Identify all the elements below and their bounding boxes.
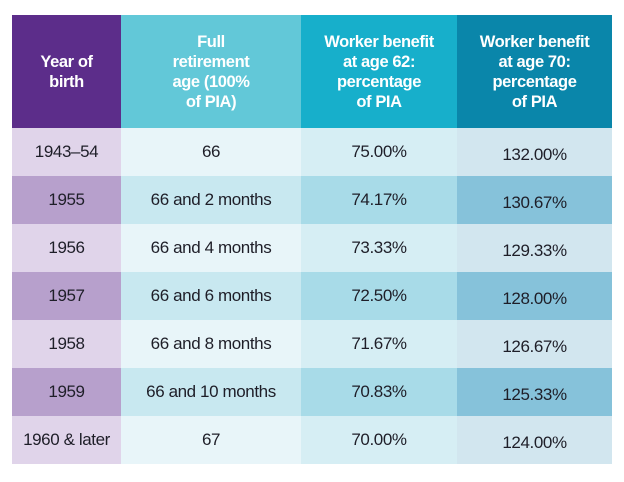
cell-value: 66 and 10 months: [146, 382, 276, 401]
table-cell: 66 and 10 months: [121, 368, 301, 416]
table-row: 1956 66 and 4 months 73.33% 129.33%: [12, 224, 612, 272]
cell-value: 1955: [48, 190, 85, 209]
table-cell: 125.33%: [457, 368, 612, 416]
cell-value: 125.33%: [502, 385, 567, 404]
cell-value: 70.00%: [351, 430, 407, 449]
table-cell: 66 and 4 months: [121, 224, 301, 272]
table-cell: 128.00%: [457, 272, 612, 320]
column-header: Worker benefit at age 70: percentage of PIA: [457, 15, 612, 128]
cell-value: 132.00%: [502, 145, 567, 164]
table-cell: 1958: [12, 320, 121, 368]
column-header-line: Full: [197, 32, 225, 51]
column-header-line: retirement: [172, 52, 250, 71]
table-cell: 132.00%: [457, 128, 612, 176]
table-cell: 66: [121, 128, 301, 176]
column-header: Full retirement age (100% of PIA): [121, 15, 301, 128]
table-cell: 1955: [12, 176, 121, 224]
table-cell: 67: [121, 416, 301, 464]
cell-value: 1960 & later: [23, 430, 110, 449]
cell-value: 66 and 4 months: [150, 238, 272, 257]
cell-value: 1959: [48, 382, 85, 401]
table-cell: 66 and 6 months: [121, 272, 301, 320]
cell-value: 66 and 6 months: [150, 286, 272, 305]
table-cell: 1957: [12, 272, 121, 320]
cell-value: 73.33%: [351, 238, 407, 257]
cell-value: 1957: [48, 286, 85, 305]
cell-value: 129.33%: [502, 241, 567, 260]
table-cell: 73.33%: [301, 224, 457, 272]
column-header-line: at age 70:: [498, 52, 571, 71]
table-row: 1955 66 and 2 months 74.17% 130.67%: [12, 176, 612, 224]
cell-value: 130.67%: [502, 193, 567, 212]
table-cell: 129.33%: [457, 224, 612, 272]
retirement-benefit-table: Year of birth Full retirement age (100% of PI…: [12, 15, 612, 464]
table-cell: 130.67%: [457, 176, 612, 224]
cell-value: 66: [201, 142, 221, 161]
column-header: Year of birth: [12, 15, 121, 128]
header-row: Year of birth Full retirement age (100% of PI…: [12, 15, 612, 128]
table-cell: 70.83%: [301, 368, 457, 416]
table-cell: 72.50%: [301, 272, 457, 320]
table-cell: 70.00%: [301, 416, 457, 464]
column-header-line: birth: [49, 72, 84, 91]
table-cell: 1956: [12, 224, 121, 272]
cell-value: 66 and 8 months: [150, 334, 272, 353]
cell-value: 75.00%: [351, 142, 407, 161]
column-header-line: of PIA: [356, 92, 402, 111]
table-cell: 71.67%: [301, 320, 457, 368]
cell-value: 126.67%: [502, 337, 567, 356]
table-row: 1960 & later 67 70.00% 124.00%: [12, 416, 612, 464]
cell-value: 1943–54: [34, 142, 99, 161]
cell-value: 67: [201, 430, 221, 449]
cell-value: 74.17%: [351, 190, 407, 209]
column-header-line: of PIA: [511, 92, 558, 111]
column-header-line: Worker benefit: [479, 32, 590, 51]
table-cell: 66 and 8 months: [121, 320, 301, 368]
table-row: 1957 66 and 6 months 72.50% 128.00%: [12, 272, 612, 320]
column-header-line: at age 62:: [342, 52, 416, 71]
table-cell: 124.00%: [457, 416, 612, 464]
table-cell: 66 and 2 months: [121, 176, 301, 224]
table-cell: 75.00%: [301, 128, 457, 176]
table-row: 1958 66 and 8 months 71.67% 126.67%: [12, 320, 612, 368]
column-header-line: Worker benefit: [324, 32, 434, 51]
column-header-line: age (100%: [172, 72, 250, 91]
cell-value: 1956: [48, 238, 85, 257]
cell-value: 66 and 2 months: [150, 190, 272, 209]
cell-value: 72.50%: [351, 286, 407, 305]
cell-value: 128.00%: [502, 289, 567, 308]
table-cell: 74.17%: [301, 176, 457, 224]
cell-value: 1958: [48, 334, 85, 353]
table-row: 1943–54 66 75.00% 132.00%: [12, 128, 612, 176]
column-header: Worker benefit at age 62: percentage of PIA: [301, 15, 457, 128]
column-header-line: percentage: [492, 72, 577, 91]
column-header-line: percentage: [336, 72, 422, 91]
cell-value: 70.83%: [351, 382, 407, 401]
table-row: 1959 66 and 10 months 70.83% 125.33%: [12, 368, 612, 416]
cell-value: 124.00%: [502, 433, 567, 452]
column-header-line: of PIA): [185, 92, 237, 111]
cell-value: 71.67%: [351, 334, 407, 353]
table-cell: 1943–54: [12, 128, 121, 176]
table-cell: 1960 & later: [12, 416, 121, 464]
table-cell: 1959: [12, 368, 121, 416]
table-cell: 126.67%: [457, 320, 612, 368]
column-header-line: Year of: [40, 52, 93, 71]
